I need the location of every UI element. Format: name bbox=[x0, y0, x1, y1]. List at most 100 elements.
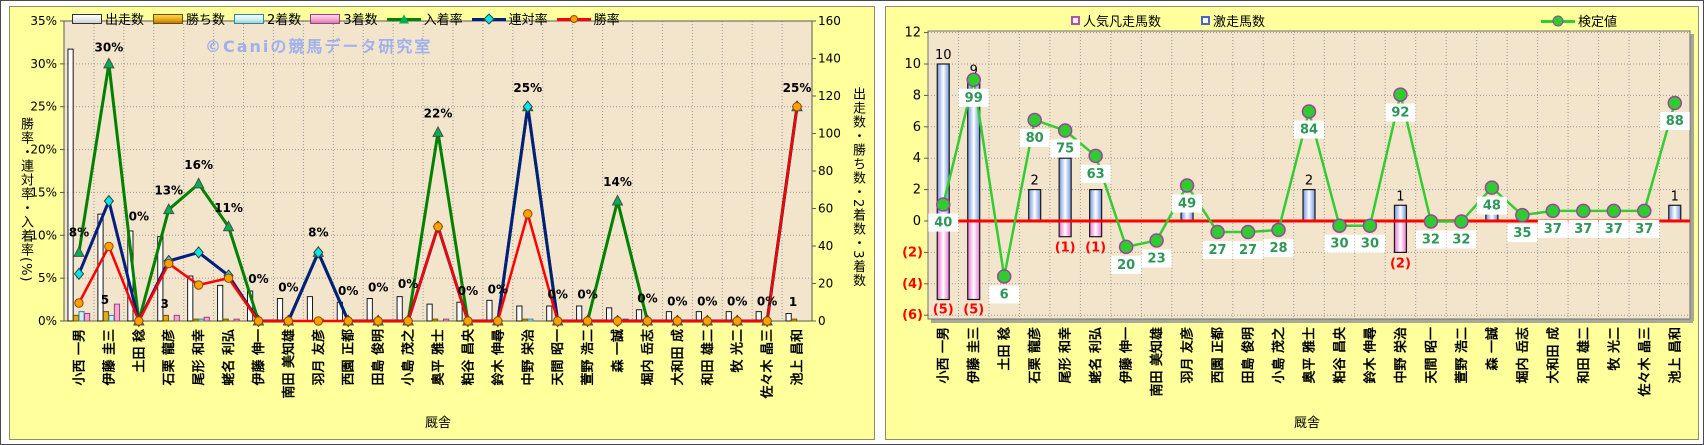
kentei-label-box bbox=[1537, 219, 1568, 238]
kentei-marker bbox=[1332, 218, 1347, 233]
y-tick-label: 2 bbox=[913, 183, 921, 198]
circle-marker bbox=[403, 316, 413, 326]
bar-3着数 bbox=[173, 314, 180, 322]
sanchaku-bar-swatch bbox=[310, 13, 341, 24]
bar-勝ち数 bbox=[222, 318, 229, 322]
kentei-label-box bbox=[1172, 194, 1203, 213]
category-label: 佐々木 晶三 bbox=[760, 329, 776, 400]
green-circle-marker-icon bbox=[1552, 15, 1564, 26]
kentei-marker bbox=[1027, 112, 1042, 128]
left-axis-title: 勝率・連対率・入着率(%) bbox=[18, 117, 33, 283]
bar-出走数 bbox=[276, 298, 284, 322]
bar-3着数 bbox=[233, 318, 240, 322]
legend-item-nichaku: 2着数 bbox=[234, 9, 301, 28]
rate-label: 0% bbox=[727, 294, 747, 308]
kentei-value-label: 30 bbox=[1361, 237, 1379, 252]
triangle-marker bbox=[162, 202, 175, 215]
y-negative-tick-label: (2) bbox=[902, 245, 923, 260]
circle-marker bbox=[433, 222, 443, 232]
circle-marker bbox=[792, 102, 802, 112]
left-chart-panel: 8% 30% 0% 13% 16% 11% 0% 0% 8% 0% 0% 0% 22% 0% 0% 25% 0%… bbox=[9, 6, 875, 440]
bar-出走数 bbox=[516, 305, 523, 322]
bar-count-label: 3 bbox=[161, 297, 169, 311]
kentei-label-box bbox=[1507, 224, 1538, 243]
category-label: 池上 昌和 bbox=[1667, 327, 1683, 384]
kentei-label-box bbox=[1598, 219, 1629, 238]
kentei-marker bbox=[1606, 203, 1622, 219]
gekiso-count-label: 10 bbox=[935, 48, 952, 63]
left-chart-legend: 出走数 勝ち数 2着数 3着数 入着率 連対率 勝率 bbox=[72, 9, 620, 28]
y-left-tick-label: 15% bbox=[30, 185, 57, 199]
rate-label: 8% bbox=[69, 226, 89, 240]
circle-marker bbox=[373, 316, 383, 326]
kentei-label-box bbox=[1476, 196, 1507, 215]
ninki-bonso-count-label: (1) bbox=[1085, 241, 1106, 256]
category-label: 和田 雄二 bbox=[700, 329, 716, 386]
circle-marker bbox=[134, 316, 144, 326]
bar-勝ち数 bbox=[432, 318, 439, 322]
circle-marker bbox=[582, 316, 593, 326]
y-tick-label: 6 bbox=[913, 120, 921, 135]
category-label: 鈴木 伸尋 bbox=[1362, 327, 1378, 384]
diamond-marker bbox=[103, 194, 115, 208]
category-label: 田島 俊明 bbox=[1241, 327, 1257, 384]
circle-marker bbox=[672, 316, 683, 326]
category-label: 堀内 岳志 bbox=[1515, 327, 1531, 384]
legend-label: 入着率 bbox=[423, 13, 463, 28]
legend-label: 連対率 bbox=[508, 13, 548, 28]
category-label: 中野 栄治 bbox=[1393, 327, 1409, 384]
kentei-marker bbox=[1088, 148, 1103, 164]
kentei-label-box bbox=[1019, 128, 1050, 147]
pink-square-swatch bbox=[1071, 16, 1080, 25]
legend-label: 勝ち数 bbox=[186, 13, 226, 28]
circle-marker bbox=[283, 316, 294, 326]
circle-marker bbox=[702, 316, 712, 326]
kentei-value-label: 35 bbox=[1513, 226, 1531, 241]
kentei-marker bbox=[1576, 203, 1591, 219]
y-tick-label: 8 bbox=[913, 88, 921, 103]
kentei-value-label: 40 bbox=[934, 216, 952, 231]
diamond-marker bbox=[522, 100, 533, 114]
category-label: 尾形 和幸 bbox=[1058, 327, 1074, 384]
category-label: 牧 光二 bbox=[1606, 327, 1622, 371]
y-tick-label: 12 bbox=[904, 26, 921, 41]
circle-marker bbox=[253, 316, 264, 326]
category-label: 中野 栄治 bbox=[520, 329, 536, 386]
kentei-label-box bbox=[958, 88, 989, 107]
nichaku-bar-swatch bbox=[234, 13, 265, 24]
kentei-value-label: 92 bbox=[1391, 106, 1409, 121]
bar-出走数 bbox=[306, 296, 314, 322]
circle-marker bbox=[612, 316, 623, 326]
rate-label: 0% bbox=[637, 292, 657, 306]
circle-marker bbox=[343, 316, 353, 326]
ninki-bonso-count-label: (1) bbox=[1055, 241, 1076, 256]
kentei-marker bbox=[1271, 222, 1286, 238]
rate-label: 0% bbox=[697, 294, 717, 308]
gekiso-count-label: 1 bbox=[1671, 189, 1679, 204]
legend-item-kentei: 検定値 bbox=[1541, 11, 1617, 30]
rate-label: 0% bbox=[278, 281, 298, 295]
category-label: 小西 一男 bbox=[937, 327, 952, 384]
bar-出走数 bbox=[785, 313, 792, 322]
circle-marker bbox=[552, 316, 563, 326]
category-label: 天間 昭一 bbox=[551, 329, 566, 386]
y-tick-label: 0 bbox=[913, 214, 921, 229]
y-right-tick-label: 60 bbox=[818, 202, 833, 216]
kentei-value-label: 75 bbox=[1056, 142, 1074, 157]
gekiso-count-label: 1 bbox=[1396, 189, 1404, 204]
bar-出走数 bbox=[456, 301, 463, 322]
kentei-marker bbox=[1301, 104, 1317, 119]
bar-出走数 bbox=[67, 48, 74, 322]
kentei-marker bbox=[1454, 214, 1469, 229]
diamond-marker bbox=[193, 246, 204, 259]
kentei-marker bbox=[1423, 214, 1439, 229]
y-right-tick-label: 80 bbox=[818, 164, 833, 178]
bar-gekiso bbox=[1058, 157, 1072, 222]
legend-label: 2着数 bbox=[267, 13, 302, 28]
bar-gekiso bbox=[1028, 189, 1042, 222]
kentei-value-label: 99 bbox=[965, 91, 983, 106]
circle-marker bbox=[104, 241, 114, 252]
legend-item-shoritsu: 勝率 bbox=[556, 9, 620, 28]
bar-出走数 bbox=[635, 309, 643, 322]
bar-2着数 bbox=[78, 311, 85, 322]
